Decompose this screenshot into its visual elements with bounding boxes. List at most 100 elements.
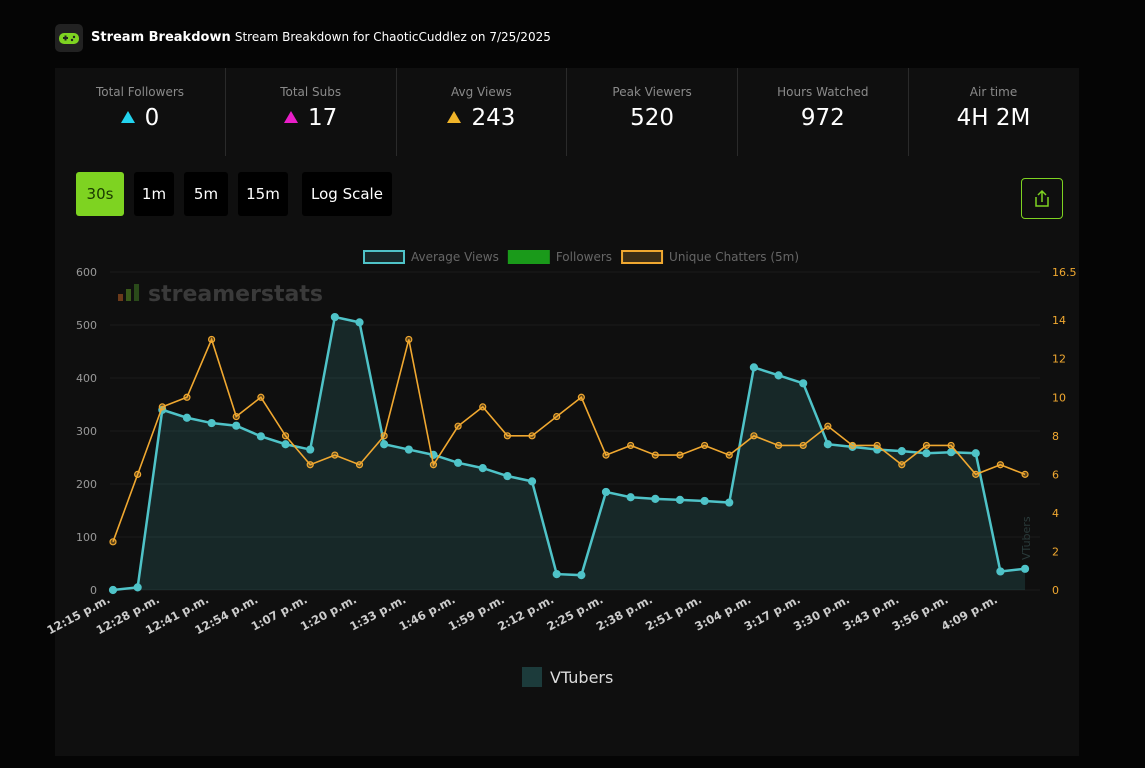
- data-point: [404, 445, 413, 454]
- series-line: [112, 315, 1026, 592]
- data-point: [355, 318, 364, 327]
- data-point: [946, 448, 956, 457]
- data-point: [108, 585, 118, 595]
- data-point: [552, 569, 561, 579]
- logo: [55, 24, 83, 52]
- interval-button[interactable]: 1m: [134, 172, 174, 216]
- data-point: [601, 487, 611, 497]
- data-point: [922, 449, 931, 458]
- y2-tick-label: 4: [1052, 507, 1059, 520]
- data-point: [257, 393, 265, 401]
- stat-value-row: 972: [738, 105, 908, 131]
- stat-value: 4H 2M: [956, 105, 1031, 131]
- data-point: [971, 449, 980, 458]
- data-point: [897, 447, 906, 456]
- data-point: [947, 441, 955, 450]
- y2-tick-label: 12: [1052, 353, 1066, 366]
- watermark-bar: [126, 289, 131, 301]
- data-point: [799, 441, 807, 450]
- legend-swatch: [621, 250, 664, 264]
- legend-swatch: [507, 250, 550, 264]
- data-point: [922, 441, 931, 450]
- data-point: [824, 422, 832, 430]
- data-point: [331, 451, 339, 459]
- data-point: [873, 441, 881, 450]
- data-point: [577, 393, 585, 401]
- trend-icon: [284, 111, 299, 123]
- header-title: Stream Breakdown: [91, 30, 231, 45]
- legend-label: Unique Chatters (5m): [669, 250, 799, 264]
- data-point: [996, 461, 1005, 469]
- data-point: [380, 432, 388, 440]
- data-point: [380, 440, 389, 449]
- series-line: [112, 337, 1026, 543]
- data-point: [281, 440, 290, 449]
- y2-tick-label: 16.5: [1052, 266, 1077, 279]
- data-point: [306, 445, 315, 454]
- stat-value: 972: [800, 105, 845, 131]
- interval-button[interactable]: Log Scale: [302, 172, 392, 216]
- export-icon: [1035, 189, 1049, 207]
- y-tick-label: 300: [76, 425, 97, 438]
- data-point: [256, 432, 265, 441]
- data-point: [109, 538, 117, 546]
- data-point: [577, 571, 586, 580]
- y-tick-label: 200: [76, 478, 97, 491]
- data-point: [602, 451, 610, 459]
- data-point: [182, 413, 192, 422]
- stat-label: Total Followers: [95, 85, 185, 99]
- data-point: [1020, 564, 1030, 573]
- header: Stream Breakdown Stream Breakdown for Ch…: [91, 30, 551, 45]
- stat: Peak Viewers 520: [567, 68, 739, 156]
- stat: Avg Views 243: [396, 68, 568, 156]
- header-subtitle: Stream Breakdown for ChaoticCuddlez on 7…: [234, 30, 551, 44]
- stat-value-row: 243: [396, 105, 566, 131]
- y2-tick-label: 6: [1052, 468, 1059, 481]
- interval-button[interactable]: 15m: [238, 172, 288, 216]
- data-point: [405, 335, 413, 344]
- data-point: [972, 470, 980, 478]
- stat: Air time 4H 2M: [909, 68, 1079, 156]
- interval-button[interactable]: 5m: [184, 172, 228, 216]
- x-tick-label: 4:09 p.m.: [939, 592, 1000, 633]
- data-point: [799, 379, 808, 388]
- stat-value: 243: [471, 105, 516, 131]
- data-point: [749, 363, 759, 372]
- y2-tick-label: 8: [1052, 430, 1059, 443]
- data-point: [478, 464, 487, 473]
- watermark-bar: [118, 294, 123, 301]
- data-point: [454, 422, 462, 430]
- data-point: [626, 493, 635, 502]
- y-tick-label: 100: [76, 531, 97, 544]
- legend-label: VTubers: [550, 668, 613, 687]
- stat: Total Followers 0: [55, 68, 226, 156]
- data-point: [627, 441, 635, 450]
- data-point: [725, 498, 734, 507]
- data-point: [134, 470, 142, 478]
- stat-value: 17: [308, 105, 338, 131]
- stat-value-row: 17: [226, 105, 396, 131]
- export-button[interactable]: [1021, 178, 1063, 219]
- data-point: [281, 432, 290, 440]
- stat-value-row: 4H 2M: [909, 105, 1079, 131]
- y2-tick-label: 10: [1052, 391, 1066, 404]
- interval-button[interactable]: 30s: [76, 172, 124, 216]
- stat-label: Peak Viewers: [612, 85, 692, 99]
- data-point: [232, 421, 241, 430]
- data-point: [330, 312, 339, 322]
- y-tick-label: 500: [76, 319, 97, 332]
- stat-label: Total Subs: [280, 85, 342, 99]
- data-point: [996, 567, 1005, 576]
- data-point: [651, 451, 659, 459]
- data-point: [848, 441, 857, 450]
- stat-value-row: 0: [55, 105, 225, 131]
- data-point: [133, 583, 142, 592]
- data-point: [454, 458, 463, 467]
- y2-tick-label: 14: [1052, 314, 1066, 327]
- data-point: [774, 441, 783, 450]
- watermark: streamerstats: [148, 282, 323, 307]
- data-point: [750, 432, 758, 440]
- legend-label: Average Views: [411, 250, 499, 264]
